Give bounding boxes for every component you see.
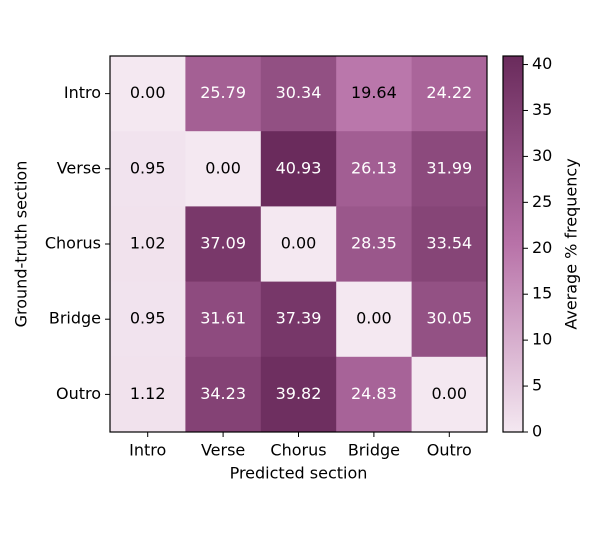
heatmap-cell <box>411 206 488 283</box>
y-tick-label: Intro <box>64 83 101 102</box>
heatmap-cell <box>336 56 413 132</box>
cell-label: 31.61 <box>200 309 246 328</box>
cell-label: 0.00 <box>431 384 467 403</box>
colorbar-tick-label: 20 <box>532 238 552 257</box>
colorbar-tick-label: 0 <box>532 422 542 441</box>
heatmap-cell <box>336 356 413 433</box>
heatmap-cell <box>185 56 262 132</box>
heatmap-cell <box>185 281 262 358</box>
cell-label: 0.95 <box>130 158 166 177</box>
heatmap-cell <box>110 281 186 358</box>
cell-label: 0.00 <box>281 234 317 253</box>
x-tick-label: Chorus <box>270 441 326 460</box>
cell-label: 24.83 <box>351 384 397 403</box>
x-tick-label: Intro <box>129 441 166 460</box>
cell-label: 0.00 <box>205 158 241 177</box>
colorbar-tick-label: 40 <box>532 54 552 73</box>
heatmap-cell <box>185 131 262 207</box>
x-tick-label: Bridge <box>348 441 400 460</box>
heatmap-cell <box>411 356 488 433</box>
cell-label: 39.82 <box>276 384 322 403</box>
cell-label: 0.95 <box>130 309 166 328</box>
cell-label: 31.99 <box>426 158 472 177</box>
heatmap-cell <box>336 206 413 283</box>
heatmap-cell <box>411 131 488 207</box>
y-axis-label: Ground-truth section <box>12 161 31 328</box>
heatmap-cell <box>336 131 413 207</box>
cell-label: 37.39 <box>276 309 322 328</box>
cell-label: 1.12 <box>130 384 166 403</box>
heatmap-cell <box>110 356 186 433</box>
cell-label: 0.00 <box>356 309 392 328</box>
heatmap-cell <box>260 131 337 207</box>
cell-label: 34.23 <box>200 384 246 403</box>
cell-label: 40.93 <box>276 158 322 177</box>
x-tick-label: Outro <box>427 441 472 460</box>
colorbar-label: Average % frequency <box>562 158 581 329</box>
cell-label: 25.79 <box>200 83 246 102</box>
cell-label: 24.22 <box>426 83 472 102</box>
cell-label: 33.54 <box>426 234 472 253</box>
colorbar-tick-label: 30 <box>532 146 552 165</box>
x-axis-label: Predicted section <box>230 464 368 483</box>
heatmap-cell <box>110 206 186 283</box>
y-tick-label: Verse <box>57 158 101 177</box>
colorbar <box>502 55 524 433</box>
heatmap-cell <box>185 206 262 283</box>
colorbar-tick-label: 5 <box>532 376 542 395</box>
colorbar-tick-label: 35 <box>532 100 552 119</box>
cell-label: 19.64 <box>351 83 397 102</box>
x-tick-label: Verse <box>201 441 245 460</box>
heatmap-cell <box>260 281 337 358</box>
colorbar-tick-label: 10 <box>532 330 552 349</box>
cell-label: 37.09 <box>200 234 246 253</box>
cell-label: 1.02 <box>130 234 166 253</box>
y-tick-label: Bridge <box>49 309 101 328</box>
heatmap-cell <box>260 206 337 283</box>
cell-label: 30.05 <box>426 309 472 328</box>
heatmap-cell <box>260 56 337 132</box>
heatmap-cell <box>110 131 186 207</box>
heatmap-cell <box>110 56 186 132</box>
cell-label: 30.34 <box>276 83 322 102</box>
heatmap-cell <box>411 56 488 132</box>
heatmap-cell <box>260 356 337 433</box>
colorbar-tick-label: 15 <box>532 284 552 303</box>
y-tick-label: Chorus <box>45 234 101 253</box>
cell-label: 26.13 <box>351 158 397 177</box>
y-tick-label: Outro <box>56 384 101 403</box>
heatmap-cell <box>411 281 488 358</box>
cell-label: 0.00 <box>130 83 166 102</box>
heatmap-cell <box>185 356 262 433</box>
heatmap-cell <box>336 281 413 358</box>
cell-label: 28.35 <box>351 234 397 253</box>
colorbar-tick-label: 25 <box>532 192 552 211</box>
